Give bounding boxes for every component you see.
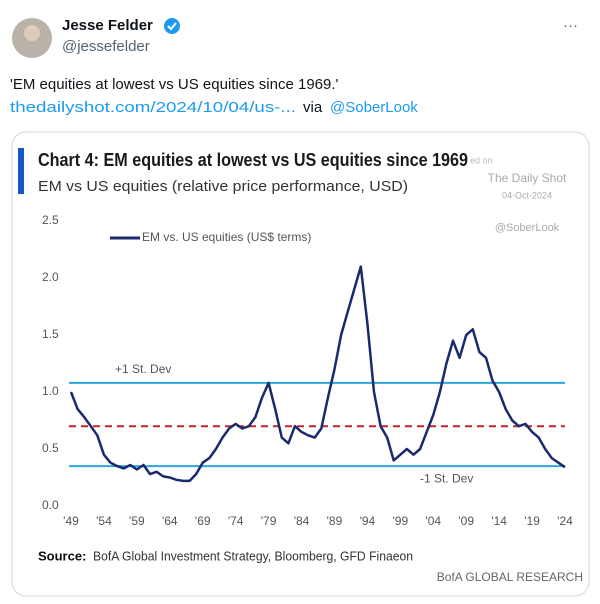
watermark: @SoberLook xyxy=(495,222,560,234)
x-tick-label: '59 xyxy=(129,514,145,528)
x-tick-label: '54 xyxy=(96,514,112,528)
watermark: The Daily Shot xyxy=(488,171,567,185)
y-tick-label: 0.5 xyxy=(42,441,59,455)
data-line xyxy=(69,265,566,483)
reference-label: +1 St. Dev xyxy=(115,362,171,376)
plot: 0.0 0.5 1.0 1.5 2.0 2.5 '49 '54 '59 '64 '69 '74 '79 '… xyxy=(42,213,573,528)
x-tick-label: '09 xyxy=(458,514,474,528)
x-tick-label: '14 xyxy=(491,514,507,528)
verified-badge xyxy=(164,18,180,34)
source-text: BofA Global Investment Strategy, Bloombe… xyxy=(93,548,413,563)
legend-label: EM vs. US equities (US$ terms) xyxy=(142,230,311,244)
y-tick-label: 1.0 xyxy=(42,384,59,398)
reference-label: -1 St. Dev xyxy=(420,471,473,485)
more-button[interactable]: ··· xyxy=(563,17,578,34)
chart-subtitle: EM vs US equities (relative price perfor… xyxy=(38,178,408,195)
link[interactable]: thedailyshot.com/2024/10/04/us-... xyxy=(10,99,296,116)
x-tick-label: '79 xyxy=(261,514,277,528)
y-tick-label: 1.5 xyxy=(42,327,59,341)
watermark: 04-Oct-2024 xyxy=(502,190,552,200)
title-bar xyxy=(18,148,24,194)
source-label: Source: xyxy=(38,548,86,563)
avatar-face xyxy=(24,25,40,41)
tweet-text: 'EM equities at lowest vs US equities si… xyxy=(10,76,339,93)
chart-title: Chart 4: EM equities at lowest vs US equ… xyxy=(38,150,468,170)
watermark: ed on xyxy=(470,155,493,165)
x-tick-label: '19 xyxy=(524,514,540,528)
x-tick-label: '49 xyxy=(63,514,79,528)
x-tick-label: '64 xyxy=(162,514,178,528)
user-handle[interactable]: @jessefelder xyxy=(62,38,150,55)
mention[interactable]: @SoberLook xyxy=(330,99,418,116)
x-tick-label: '74 xyxy=(228,514,244,528)
y-tick-label: 0.0 xyxy=(42,498,59,512)
brand: BofA GLOBAL RESEARCH xyxy=(437,570,583,584)
y-tick-label: 2.0 xyxy=(42,270,59,284)
via-text: via xyxy=(303,99,323,116)
x-tick-label: '99 xyxy=(393,514,409,528)
x-tick-label: '04 xyxy=(425,514,441,528)
x-tick-label: '89 xyxy=(327,514,343,528)
media-frame[interactable] xyxy=(11,131,590,597)
x-tick-label: '84 xyxy=(294,514,310,528)
x-tick-label: '24 xyxy=(557,514,573,528)
x-tick-label: '69 xyxy=(195,514,211,528)
y-tick-label: 2.5 xyxy=(42,213,59,227)
user-name[interactable]: Jesse Felder xyxy=(62,17,153,34)
x-tick-label: '94 xyxy=(360,514,376,528)
